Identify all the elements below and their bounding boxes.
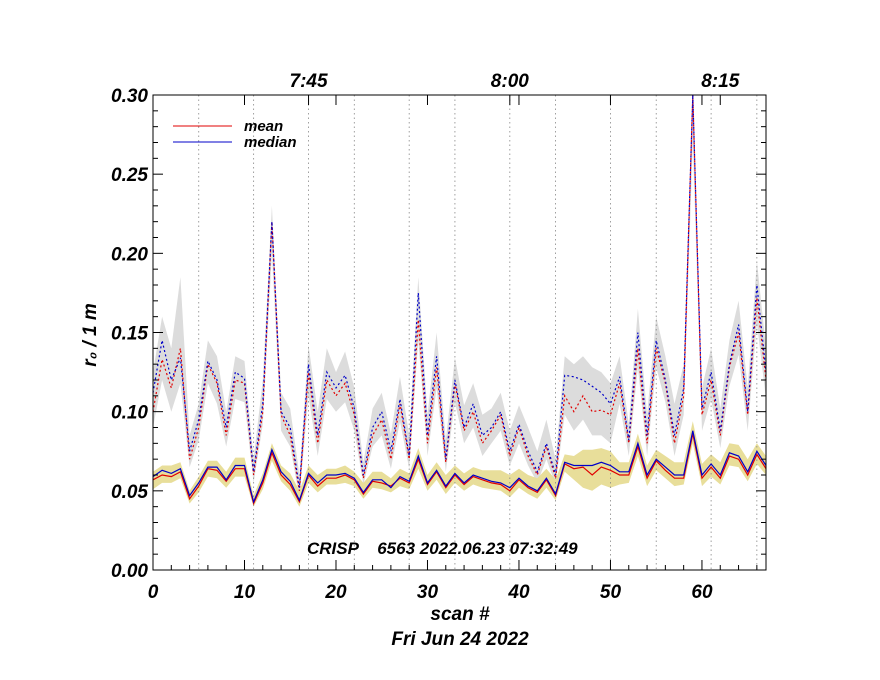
high-median-line — [152, 94, 767, 488]
y-tick-label: 0.00 — [111, 561, 148, 582]
y-tick-label: 0.20 — [111, 244, 148, 265]
x-tick-label: 20 — [324, 582, 347, 603]
date-label: Fri Jun 24 2022 — [391, 629, 529, 650]
legend-mean-label: mean — [244, 118, 283, 135]
plot-frame — [152, 94, 767, 571]
y-tick-label: 0.15 — [111, 324, 148, 345]
series-lines — [152, 94, 767, 506]
low-spread-band — [153, 421, 766, 507]
time-tick-label: 8:15 — [701, 71, 739, 92]
axis-ticks — [152, 94, 766, 571]
time-gridlines — [198, 95, 758, 570]
y-tick-label: 0.25 — [111, 165, 148, 186]
x-tick-label: 50 — [600, 582, 622, 603]
instrument-annotation: CRISP 6563 2022.06.23 07:32:49 — [307, 539, 578, 558]
legend-median-label: median — [244, 134, 297, 151]
y-axis-label: r₀ / 1 m — [80, 303, 101, 367]
time-tick-label: 7:45 — [290, 71, 328, 92]
x-axis-label: scan # — [430, 604, 490, 625]
time-tick-label: 8:00 — [491, 71, 529, 92]
x-tick-label: 60 — [691, 582, 713, 603]
x-tick-label: 10 — [234, 582, 256, 603]
x-tick-label: 30 — [417, 582, 439, 603]
y-tick-label: 0.10 — [111, 403, 148, 424]
tick-labels: 0 10 20 30 40 50 60 0.00 0.05 0.10 0.15 0.20 0.25 0.3… — [111, 71, 740, 603]
y-tick-label: 0.05 — [111, 482, 148, 503]
x-tick-label: 40 — [507, 582, 530, 603]
low-mean-line — [152, 433, 767, 506]
spread-bands — [153, 95, 766, 507]
low-median-line — [152, 430, 767, 504]
y-tick-label: 0.30 — [111, 86, 148, 107]
x-tick-label: 0 — [148, 582, 159, 603]
